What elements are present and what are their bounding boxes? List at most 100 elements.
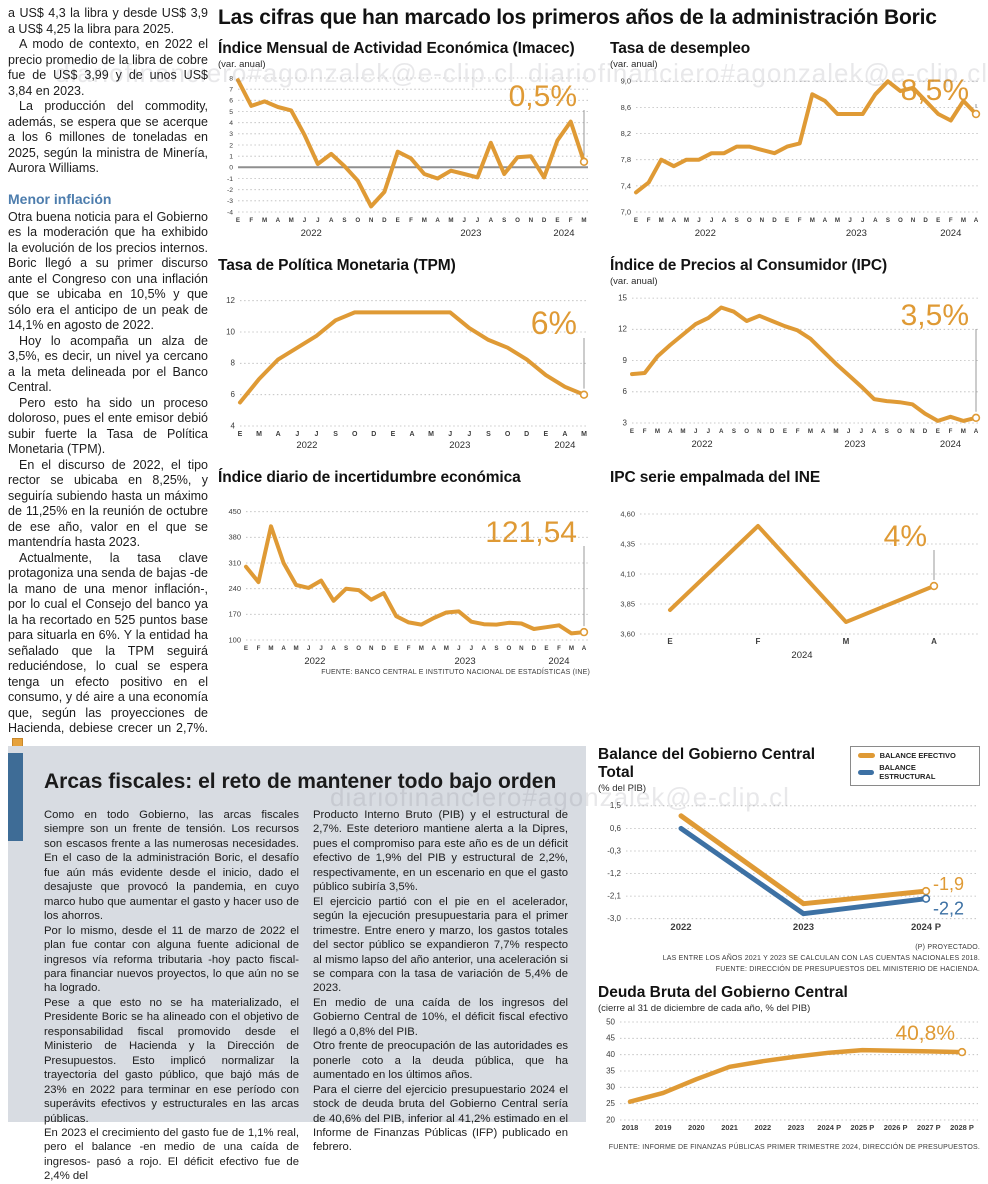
svg-text:A: A xyxy=(668,428,673,435)
svg-text:M: M xyxy=(961,428,966,435)
chart-block-desempleo: Tasa de desempleo (var. anual) 9,0 8,6 8,2… xyxy=(610,40,982,243)
svg-text:M: M xyxy=(268,645,273,652)
svg-text:J: J xyxy=(457,645,461,652)
svg-text:2024 P: 2024 P xyxy=(817,1123,841,1132)
svg-text:J: J xyxy=(694,428,698,435)
svg-text:8,6: 8,6 xyxy=(621,103,631,112)
ipc-ine-chart: 4,60 4,35 4,10 3,85 3,60 E F M A 2024 4% xyxy=(610,500,982,665)
chart-source-note: FUENTE: BANCO CENTRAL E INSTITUTO NACION… xyxy=(321,669,590,676)
svg-text:O: O xyxy=(356,645,361,652)
svg-text:D: D xyxy=(923,217,928,224)
footnote: FUENTE: DIRECCIÓN DE PRESUPUESTOS DEL MI… xyxy=(715,965,980,973)
ipc-chart: 15 12 9 6 3 E F M A M J J A S O N D E F M A M J J A S O N D E F M A 2022 2… xyxy=(610,287,982,454)
svg-text:S: S xyxy=(735,217,739,224)
svg-text:2022: 2022 xyxy=(754,1123,771,1132)
svg-text:E: E xyxy=(936,428,940,435)
svg-text:E: E xyxy=(544,645,548,652)
svg-text:4,10: 4,10 xyxy=(620,569,635,578)
svg-text:D: D xyxy=(542,217,547,224)
svg-text:121,54: 121,54 xyxy=(485,516,577,549)
svg-text:N: N xyxy=(760,217,765,224)
svg-text:N: N xyxy=(911,217,916,224)
svg-text:A: A xyxy=(931,637,937,646)
svg-text:A: A xyxy=(672,217,677,224)
svg-text:M: M xyxy=(581,217,586,224)
svg-text:J: J xyxy=(316,217,320,224)
svg-text:3,5%: 3,5% xyxy=(901,299,969,332)
fiscal-paragraph: En medio de una caída de los ingresos de… xyxy=(313,996,568,1038)
svg-text:J: J xyxy=(307,645,311,652)
svg-text:12: 12 xyxy=(618,325,627,334)
svg-text:J: J xyxy=(448,431,452,438)
svg-text:J: J xyxy=(710,217,714,224)
svg-text:A: A xyxy=(409,431,414,438)
svg-text:7: 7 xyxy=(229,87,233,94)
chart-block-imacec: Índice Mensual de Actividad Económica (I… xyxy=(218,40,590,243)
chart-title: Deuda Bruta del Gobierno Central xyxy=(598,983,848,1001)
svg-text:M: M xyxy=(289,217,294,224)
svg-text:J: J xyxy=(848,217,852,224)
svg-text:M: M xyxy=(569,645,574,652)
svg-text:8: 8 xyxy=(231,359,236,368)
svg-text:40: 40 xyxy=(606,1050,615,1059)
tpm-chart: 12 10 8 6 4 E M A J J S O D E A M J J S O D E A M 2022 2023 2024 6% xyxy=(218,288,590,455)
svg-text:6: 6 xyxy=(623,387,628,396)
svg-text:2023: 2023 xyxy=(846,228,867,238)
svg-text:2: 2 xyxy=(229,142,233,149)
svg-text:-1,9: -1,9 xyxy=(933,874,964,894)
svg-text:M: M xyxy=(659,217,664,224)
svg-text:2023: 2023 xyxy=(844,439,865,449)
legend-item-estructural: BALANCE ESTRUCTURAL xyxy=(857,763,972,781)
svg-text:6: 6 xyxy=(229,98,233,105)
svg-text:O: O xyxy=(352,431,358,438)
incertidumbre-chart: 450 380 310 240 170 100 E F M A M J J A S O N D E F M A M J J A S O… xyxy=(218,500,590,671)
svg-text:E: E xyxy=(394,645,398,652)
svg-text:2024: 2024 xyxy=(554,440,575,450)
svg-text:F: F xyxy=(257,645,261,652)
svg-text:E: E xyxy=(543,431,548,438)
svg-text:-2,1: -2,1 xyxy=(607,892,621,901)
fiscal-charts: Balance del Gobierno Central Total (% de… xyxy=(598,746,980,1161)
svg-text:E: E xyxy=(936,217,940,224)
svg-text:2021: 2021 xyxy=(721,1123,738,1132)
svg-text:2024 P: 2024 P xyxy=(911,922,942,933)
chart-title: Índice diario de incertidumbre económica xyxy=(218,469,521,486)
svg-text:40,8%: 40,8% xyxy=(895,1022,955,1045)
footnote: LAS ENTRE LOS AÑOS 2021 Y 2023 SE CALCUL… xyxy=(662,954,980,962)
svg-text:2024: 2024 xyxy=(548,656,569,666)
svg-text:J: J xyxy=(303,217,307,224)
balance-footnotes: (P) PROYECTADO. LAS ENTRE LOS AÑOS 2021 … xyxy=(598,943,980,976)
svg-text:F: F xyxy=(409,217,413,224)
svg-text:O: O xyxy=(515,217,520,224)
svg-text:J: J xyxy=(697,217,701,224)
svg-text:450: 450 xyxy=(228,507,241,516)
newspaper-page: { "watermark": "diariofinanciero#agonzal… xyxy=(8,6,988,1183)
svg-text:O: O xyxy=(744,428,749,435)
svg-text:30: 30 xyxy=(606,1082,615,1091)
svg-text:240: 240 xyxy=(228,584,241,593)
svg-text:2027 P: 2027 P xyxy=(917,1123,941,1132)
svg-text:-2,2: -2,2 xyxy=(933,899,964,919)
svg-text:M: M xyxy=(428,431,434,438)
article-paragraph: La producción del commodity, además, se … xyxy=(8,99,208,175)
article-paragraph: A modo de contexto, en 2022 el precio pr… xyxy=(8,37,208,98)
article-paragraph-text: Actualmente, la tasa clave protagoniza u… xyxy=(8,550,208,736)
svg-text:2022: 2022 xyxy=(670,922,691,933)
svg-text:A: A xyxy=(582,645,587,652)
fiscal-columns: Como en todo Gobierno, las arcas fiscale… xyxy=(8,806,586,1184)
fiscal-paragraph: Pese a que esto no se ha materializado, … xyxy=(44,996,299,1125)
fiscal-paragraph: Por lo mismo, desde el 11 de marzo de 20… xyxy=(44,924,299,995)
svg-text:10: 10 xyxy=(226,327,235,336)
balance-legend: BALANCE EFECTIVO BALANCE ESTRUCTURAL xyxy=(849,746,980,786)
fiscal-column-1: Como en todo Gobierno, las arcas fiscale… xyxy=(44,808,299,1184)
svg-text:4%: 4% xyxy=(884,520,927,553)
svg-text:A: A xyxy=(281,645,286,652)
svg-text:M: M xyxy=(843,637,850,646)
svg-text:1,5: 1,5 xyxy=(610,801,622,810)
svg-text:2025 P: 2025 P xyxy=(851,1123,875,1132)
article-paragraph: En el discurso de 2022, el tipo rector s… xyxy=(8,457,208,550)
svg-text:2023: 2023 xyxy=(460,228,481,238)
svg-text:S: S xyxy=(886,217,890,224)
fiscal-column-2: Producto Interno Bruto (PIB) y el estruc… xyxy=(313,808,568,1184)
svg-text:M: M xyxy=(448,217,453,224)
